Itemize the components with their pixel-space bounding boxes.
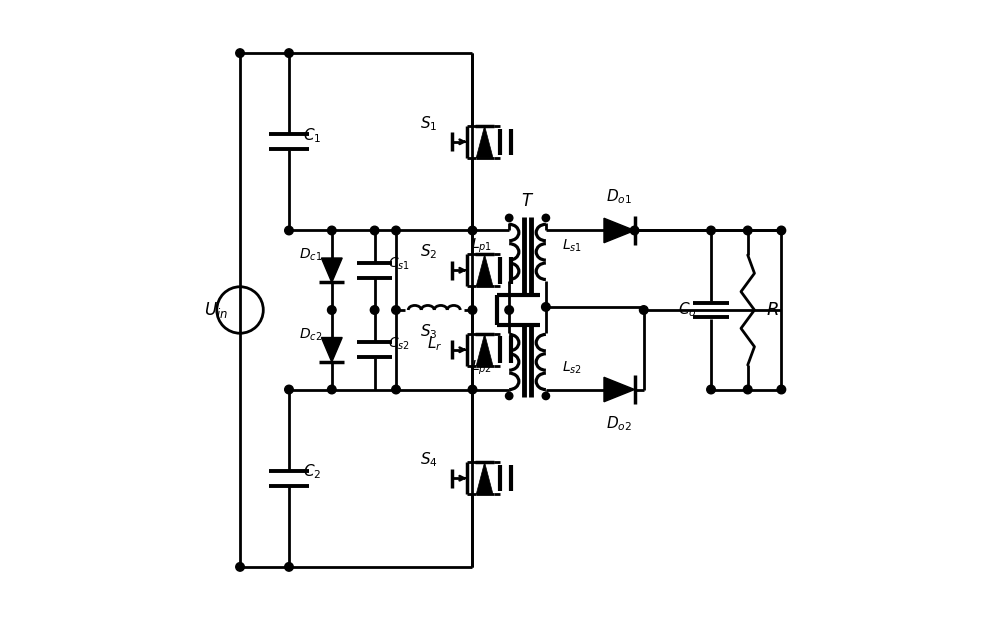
Text: $R$: $R$ — [766, 301, 779, 319]
Polygon shape — [476, 463, 493, 494]
Polygon shape — [604, 378, 635, 402]
Text: $T$: $T$ — [521, 193, 534, 210]
Text: $C_o$: $C_o$ — [678, 301, 697, 319]
Text: $D_{c1}$: $D_{c1}$ — [299, 247, 322, 263]
Circle shape — [743, 385, 752, 394]
Circle shape — [236, 562, 244, 571]
Text: $S_1$: $S_1$ — [420, 114, 437, 133]
Text: $L_{s2}$: $L_{s2}$ — [562, 360, 582, 376]
Circle shape — [468, 385, 477, 394]
Polygon shape — [476, 334, 493, 366]
Circle shape — [370, 226, 379, 235]
Circle shape — [777, 226, 786, 235]
Circle shape — [707, 226, 715, 235]
Circle shape — [468, 226, 477, 235]
Circle shape — [468, 306, 477, 314]
Circle shape — [392, 385, 400, 394]
Polygon shape — [321, 258, 342, 283]
Polygon shape — [476, 126, 493, 157]
Circle shape — [285, 49, 293, 58]
Text: $D_{o1}$: $D_{o1}$ — [606, 187, 632, 206]
Circle shape — [777, 385, 786, 394]
Text: $S_4$: $S_4$ — [420, 451, 437, 469]
Text: $L_r$: $L_r$ — [427, 334, 442, 353]
Text: $U_{in}$: $U_{in}$ — [204, 300, 228, 320]
Circle shape — [630, 226, 639, 235]
Circle shape — [542, 303, 550, 311]
Text: $L_{p1}$: $L_{p1}$ — [471, 237, 492, 255]
Text: $S_3$: $S_3$ — [420, 322, 437, 341]
Text: $S_2$: $S_2$ — [420, 242, 437, 261]
Polygon shape — [321, 337, 342, 362]
Circle shape — [505, 306, 513, 314]
Text: $D_{c2}$: $D_{c2}$ — [299, 326, 322, 343]
Circle shape — [506, 392, 513, 400]
Polygon shape — [476, 254, 493, 286]
Text: $D_{o2}$: $D_{o2}$ — [606, 414, 632, 433]
Circle shape — [285, 562, 293, 571]
Circle shape — [285, 385, 293, 394]
Text: $C_{s1}$: $C_{s1}$ — [388, 256, 410, 272]
Circle shape — [743, 226, 752, 235]
Circle shape — [542, 215, 550, 221]
Circle shape — [328, 306, 336, 314]
Circle shape — [328, 226, 336, 235]
Text: $C_{s2}$: $C_{s2}$ — [388, 335, 410, 352]
Circle shape — [707, 385, 715, 394]
Circle shape — [236, 49, 244, 58]
Circle shape — [392, 306, 400, 314]
Circle shape — [542, 392, 550, 400]
Text: $L_{p2}$: $L_{p2}$ — [471, 359, 492, 377]
Circle shape — [285, 226, 293, 235]
Circle shape — [506, 215, 513, 221]
Circle shape — [392, 226, 400, 235]
Circle shape — [328, 385, 336, 394]
Text: $C_2$: $C_2$ — [303, 463, 321, 482]
Circle shape — [370, 306, 379, 314]
Text: $L_{s1}$: $L_{s1}$ — [562, 237, 582, 254]
Circle shape — [639, 306, 648, 314]
Polygon shape — [604, 218, 635, 242]
Text: $C_1$: $C_1$ — [303, 126, 321, 145]
